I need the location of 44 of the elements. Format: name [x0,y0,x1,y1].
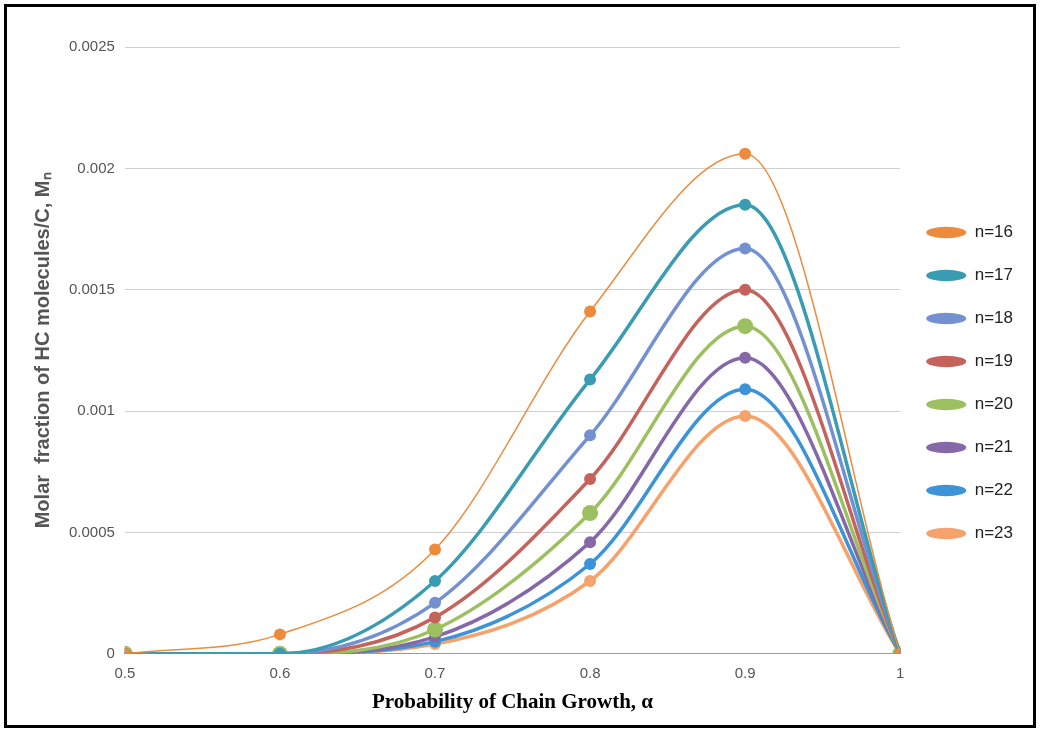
y-tick-label: 0.0025 [68,37,115,55]
point [429,611,442,624]
legend-label: n=22 [974,480,1014,500]
x-tick-label: 1 [896,663,905,681]
point [584,557,597,570]
x-axis-title: Probability of Chain Growth, α [372,688,654,713]
point [739,383,752,396]
point [273,628,286,641]
x-tick-label: 0.7 [424,663,446,681]
y-tick-label: 0.001 [77,401,115,419]
point [429,596,442,609]
point [739,242,752,255]
y-tick-label: 0.002 [77,158,115,176]
legend-label: n=16 [974,222,1014,242]
legend-label: n=23 [974,523,1014,543]
y-tick-label: 0.0005 [68,522,115,540]
legend-label: n=20 [974,394,1014,414]
point [739,283,752,296]
point [429,574,442,587]
legend-label: n=17 [974,265,1014,285]
point [739,147,752,160]
point [584,473,597,486]
legend-label: n=21 [974,437,1014,457]
point [584,536,597,549]
point [584,373,597,386]
point [739,409,752,422]
point [584,305,597,318]
legend-label: n=18 [974,308,1014,328]
y-tick-label: 0.0015 [68,279,115,297]
x-tick-label: 0.5 [114,663,136,681]
legend-label: n=19 [974,351,1014,371]
x-tick-label: 0.8 [579,663,601,681]
point [739,198,752,211]
point [584,574,597,587]
point [427,621,444,638]
point [737,318,754,335]
point [582,505,599,522]
y-axis-title: Molar fraction of HC molecules/C, Mₙ [30,172,53,529]
y-tick-label: 0 [106,643,115,661]
x-tick-label: 0.6 [269,663,291,681]
point [429,543,442,556]
x-tick-label: 0.9 [734,663,756,681]
point [739,351,752,364]
point [584,429,597,442]
